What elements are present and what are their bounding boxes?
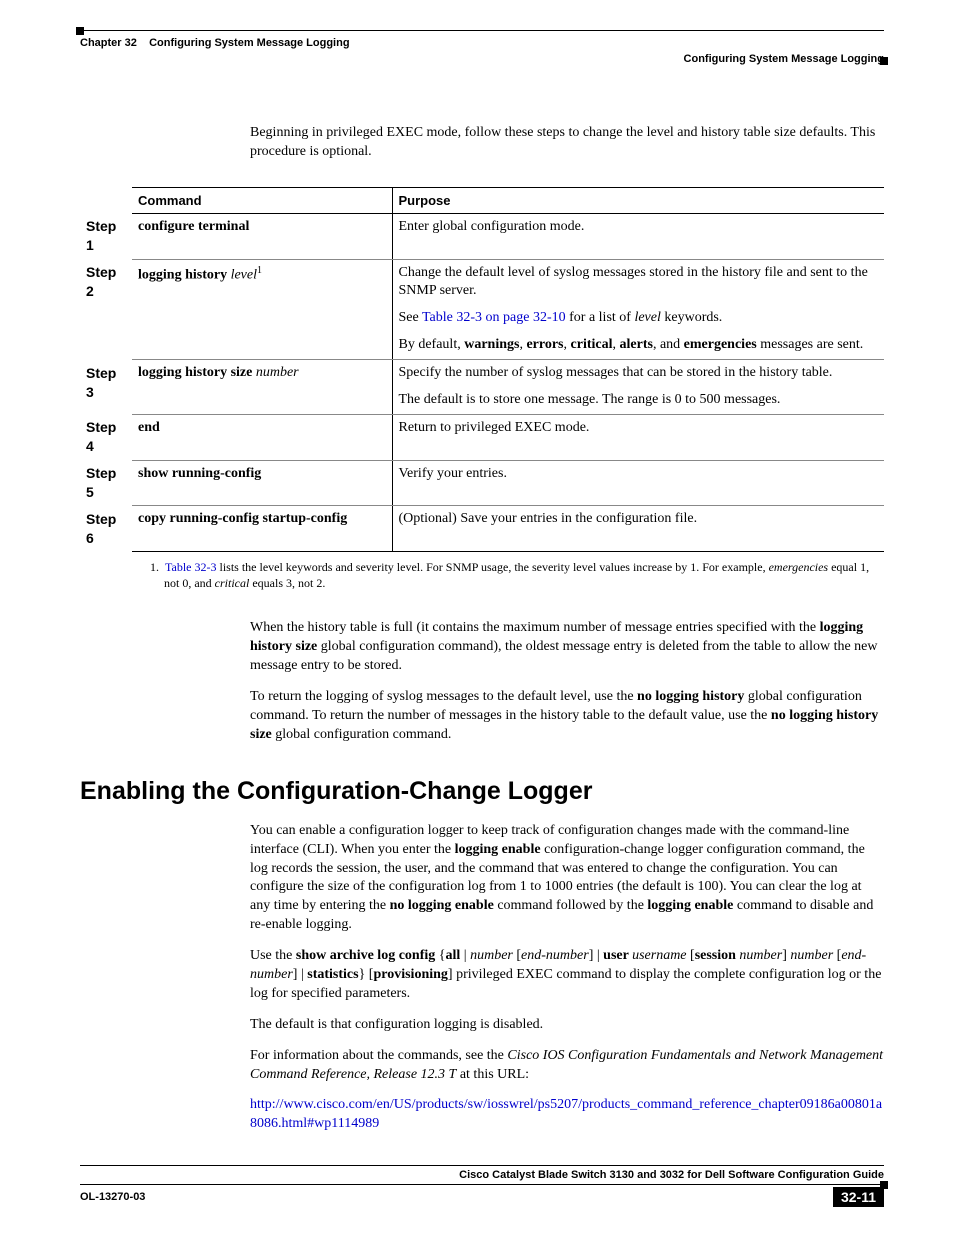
- after-para-2: To return the logging of syslog messages…: [250, 688, 884, 745]
- guide-title: Cisco Catalyst Blade Switch 3130 and 303…: [80, 1166, 884, 1184]
- section2-body: You can enable a configuration logger to…: [250, 822, 884, 1134]
- intro-block: Beginning in privileged EXEC mode, follo…: [250, 124, 884, 162]
- page-header: Chapter 32 Configuring System Message Lo…: [80, 30, 884, 69]
- step-label: Step 4: [80, 414, 132, 460]
- command-cell: show running-config: [132, 460, 392, 506]
- section-title: Configuring System Message Logging: [684, 53, 884, 65]
- command-cell: logging history level1: [132, 259, 392, 360]
- table-row: Step 2logging history level1Change the d…: [80, 259, 884, 360]
- command-cell: end: [132, 414, 392, 460]
- command-cell: copy running-config startup-config: [132, 506, 392, 552]
- col-purpose: Purpose: [392, 187, 884, 213]
- section2-para4: For information about the commands, see …: [250, 1047, 884, 1085]
- table-row: Step 1configure terminalEnter global con…: [80, 213, 884, 259]
- step-label: Step 3: [80, 360, 132, 415]
- steps-table: Command Purpose Step 1configure terminal…: [80, 187, 884, 552]
- purpose-cell: Enter global configuration mode.: [392, 213, 884, 259]
- footnote-num: 1.: [150, 560, 159, 574]
- cross-ref-link[interactable]: Table 32-3 on page 32-10: [422, 310, 566, 325]
- step-label: Step 1: [80, 213, 132, 259]
- purpose-cell: Verify your entries.: [392, 460, 884, 506]
- step-label: Step 5: [80, 460, 132, 506]
- chapter-line: Chapter 32 Configuring System Message Lo…: [80, 33, 884, 53]
- intro-text: Beginning in privileged EXEC mode, follo…: [250, 124, 884, 162]
- command-cell: logging history size number: [132, 360, 392, 415]
- section-heading: Enabling the Configuration-Change Logger: [80, 777, 884, 806]
- footnote-rest: lists the level keywords and severity le…: [216, 560, 768, 574]
- purpose-cell: Specify the number of syslog messages th…: [392, 360, 884, 415]
- chapter-label: Chapter 32: [80, 37, 137, 49]
- table-row: Step 4endReturn to privileged EXEC mode.: [80, 414, 884, 460]
- step-label: Step 2: [80, 259, 132, 360]
- after-para-1: When the history table is full (it conta…: [250, 619, 884, 676]
- purpose-cell: (Optional) Save your entries in the conf…: [392, 506, 884, 552]
- page-footer: Cisco Catalyst Blade Switch 3130 and 303…: [80, 1165, 884, 1207]
- footnote-ital2: critical: [215, 576, 250, 590]
- after-table-block: When the history table is full (it conta…: [250, 619, 884, 744]
- section2-para3: The default is that configuration loggin…: [250, 1016, 884, 1035]
- doc-id: OL-13270-03: [80, 1191, 145, 1203]
- table-footnote: 1. Table 32-3 lists the level keywords a…: [150, 560, 884, 591]
- step-label: Step 6: [80, 506, 132, 552]
- section2-para2: Use the show archive log config {all | n…: [250, 947, 884, 1004]
- footnote-link[interactable]: Table 32-3: [165, 560, 216, 574]
- footnote-tail: equals 3, not 2.: [249, 576, 325, 590]
- section-line: Configuring System Message Logging: [80, 53, 884, 69]
- purpose-cell: Change the default level of syslog messa…: [392, 259, 884, 360]
- chapter-title: Configuring System Message Logging: [149, 37, 349, 49]
- section2-url[interactable]: http://www.cisco.com/en/US/products/sw/i…: [250, 1097, 882, 1131]
- page-number: 32-11: [833, 1187, 884, 1207]
- footnote-ital1: emergencies: [769, 560, 829, 574]
- section2-para1: You can enable a configuration logger to…: [250, 822, 884, 935]
- command-cell: configure terminal: [132, 213, 392, 259]
- table-row: Step 3logging history size numberSpecify…: [80, 360, 884, 415]
- col-command: Command: [132, 187, 392, 213]
- table-row: Step 6copy running-config startup-config…: [80, 506, 884, 552]
- purpose-cell: Return to privileged EXEC mode.: [392, 414, 884, 460]
- table-row: Step 5show running-configVerify your ent…: [80, 460, 884, 506]
